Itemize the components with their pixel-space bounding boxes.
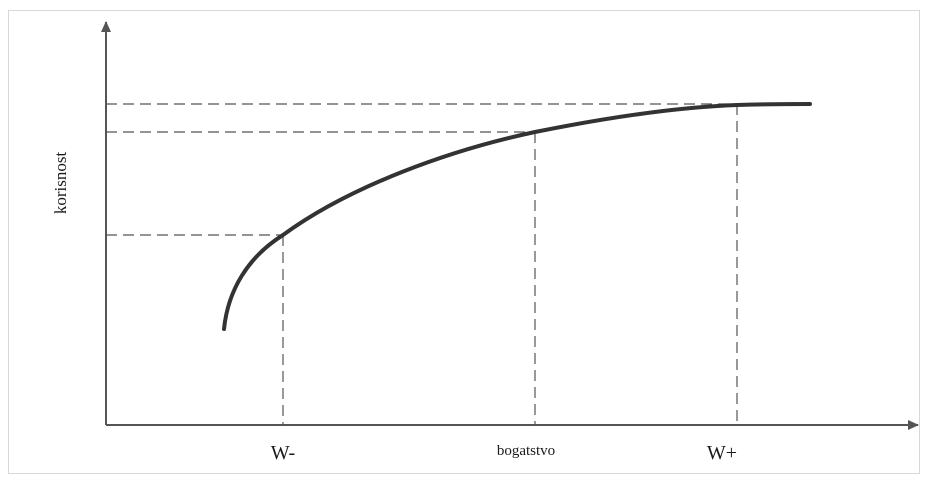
y-axis-label: korisnost xyxy=(51,152,70,215)
x-label-w-minus: W- xyxy=(271,442,295,464)
diagram-frame xyxy=(8,10,920,474)
x-label-w-plus: W+ xyxy=(707,442,737,464)
utility-curve xyxy=(222,102,812,331)
x-label-wealth: bogatstvo xyxy=(497,443,555,459)
